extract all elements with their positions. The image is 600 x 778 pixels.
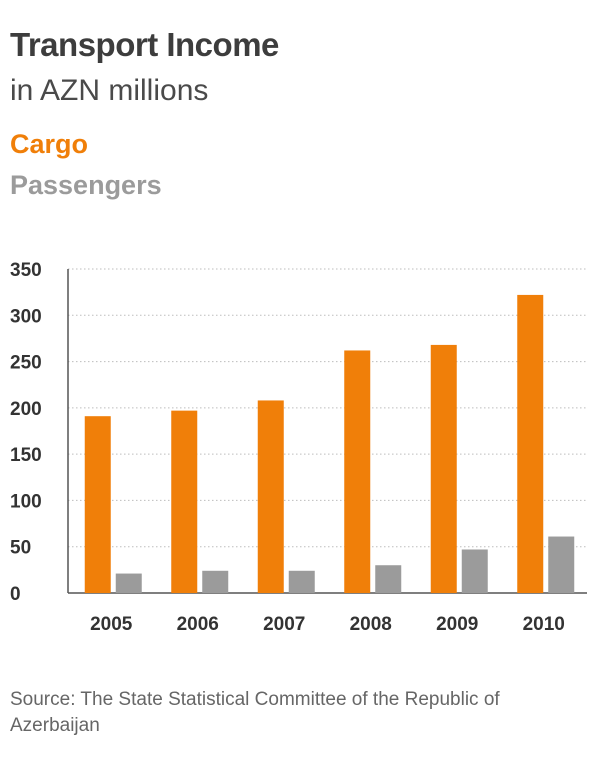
y-tick-label: 200: [10, 399, 42, 420]
bar-passengers: [375, 565, 402, 593]
legend-cargo: Cargo: [10, 129, 89, 159]
x-tick-label: 2010: [523, 614, 565, 635]
source-note: Source: The State Statistical Committee …: [10, 689, 500, 736]
x-tick-label: 2005: [90, 614, 133, 635]
bar-chart: 0 50 100 150 200 250 300 350 2005 2006 2007 2008 200…: [10, 260, 587, 635]
bar-cargo: [171, 410, 198, 593]
bar-cargo: [430, 344, 457, 593]
chart-title: Transport Income: [10, 26, 279, 63]
y-tick-label: 250: [10, 353, 42, 374]
bar-cargo: [84, 416, 111, 593]
y-tick-label: 50: [10, 538, 31, 559]
y-tick-label: 0: [10, 584, 21, 605]
bar-passengers: [115, 573, 142, 593]
bar-passengers: [202, 570, 229, 593]
bar-passengers: [548, 536, 575, 593]
x-tick-label: 2006: [177, 614, 219, 635]
bar-passengers: [461, 549, 488, 593]
x-tick-label: 2008: [350, 614, 392, 635]
y-tick-label: 100: [10, 491, 42, 512]
x-tick-label: 2007: [263, 614, 305, 635]
bar-cargo: [517, 294, 544, 593]
x-tick-label: 2009: [436, 614, 478, 635]
bar-cargo: [257, 400, 284, 593]
y-tick-label: 150: [10, 445, 42, 466]
bar-cargo: [344, 350, 371, 593]
y-tick-label: 350: [10, 260, 42, 281]
y-tick-label: 300: [10, 306, 42, 327]
legend-passengers: Passengers: [10, 170, 162, 200]
bar-passengers: [288, 570, 315, 593]
chart-subtitle: in AZN millions: [10, 74, 209, 107]
